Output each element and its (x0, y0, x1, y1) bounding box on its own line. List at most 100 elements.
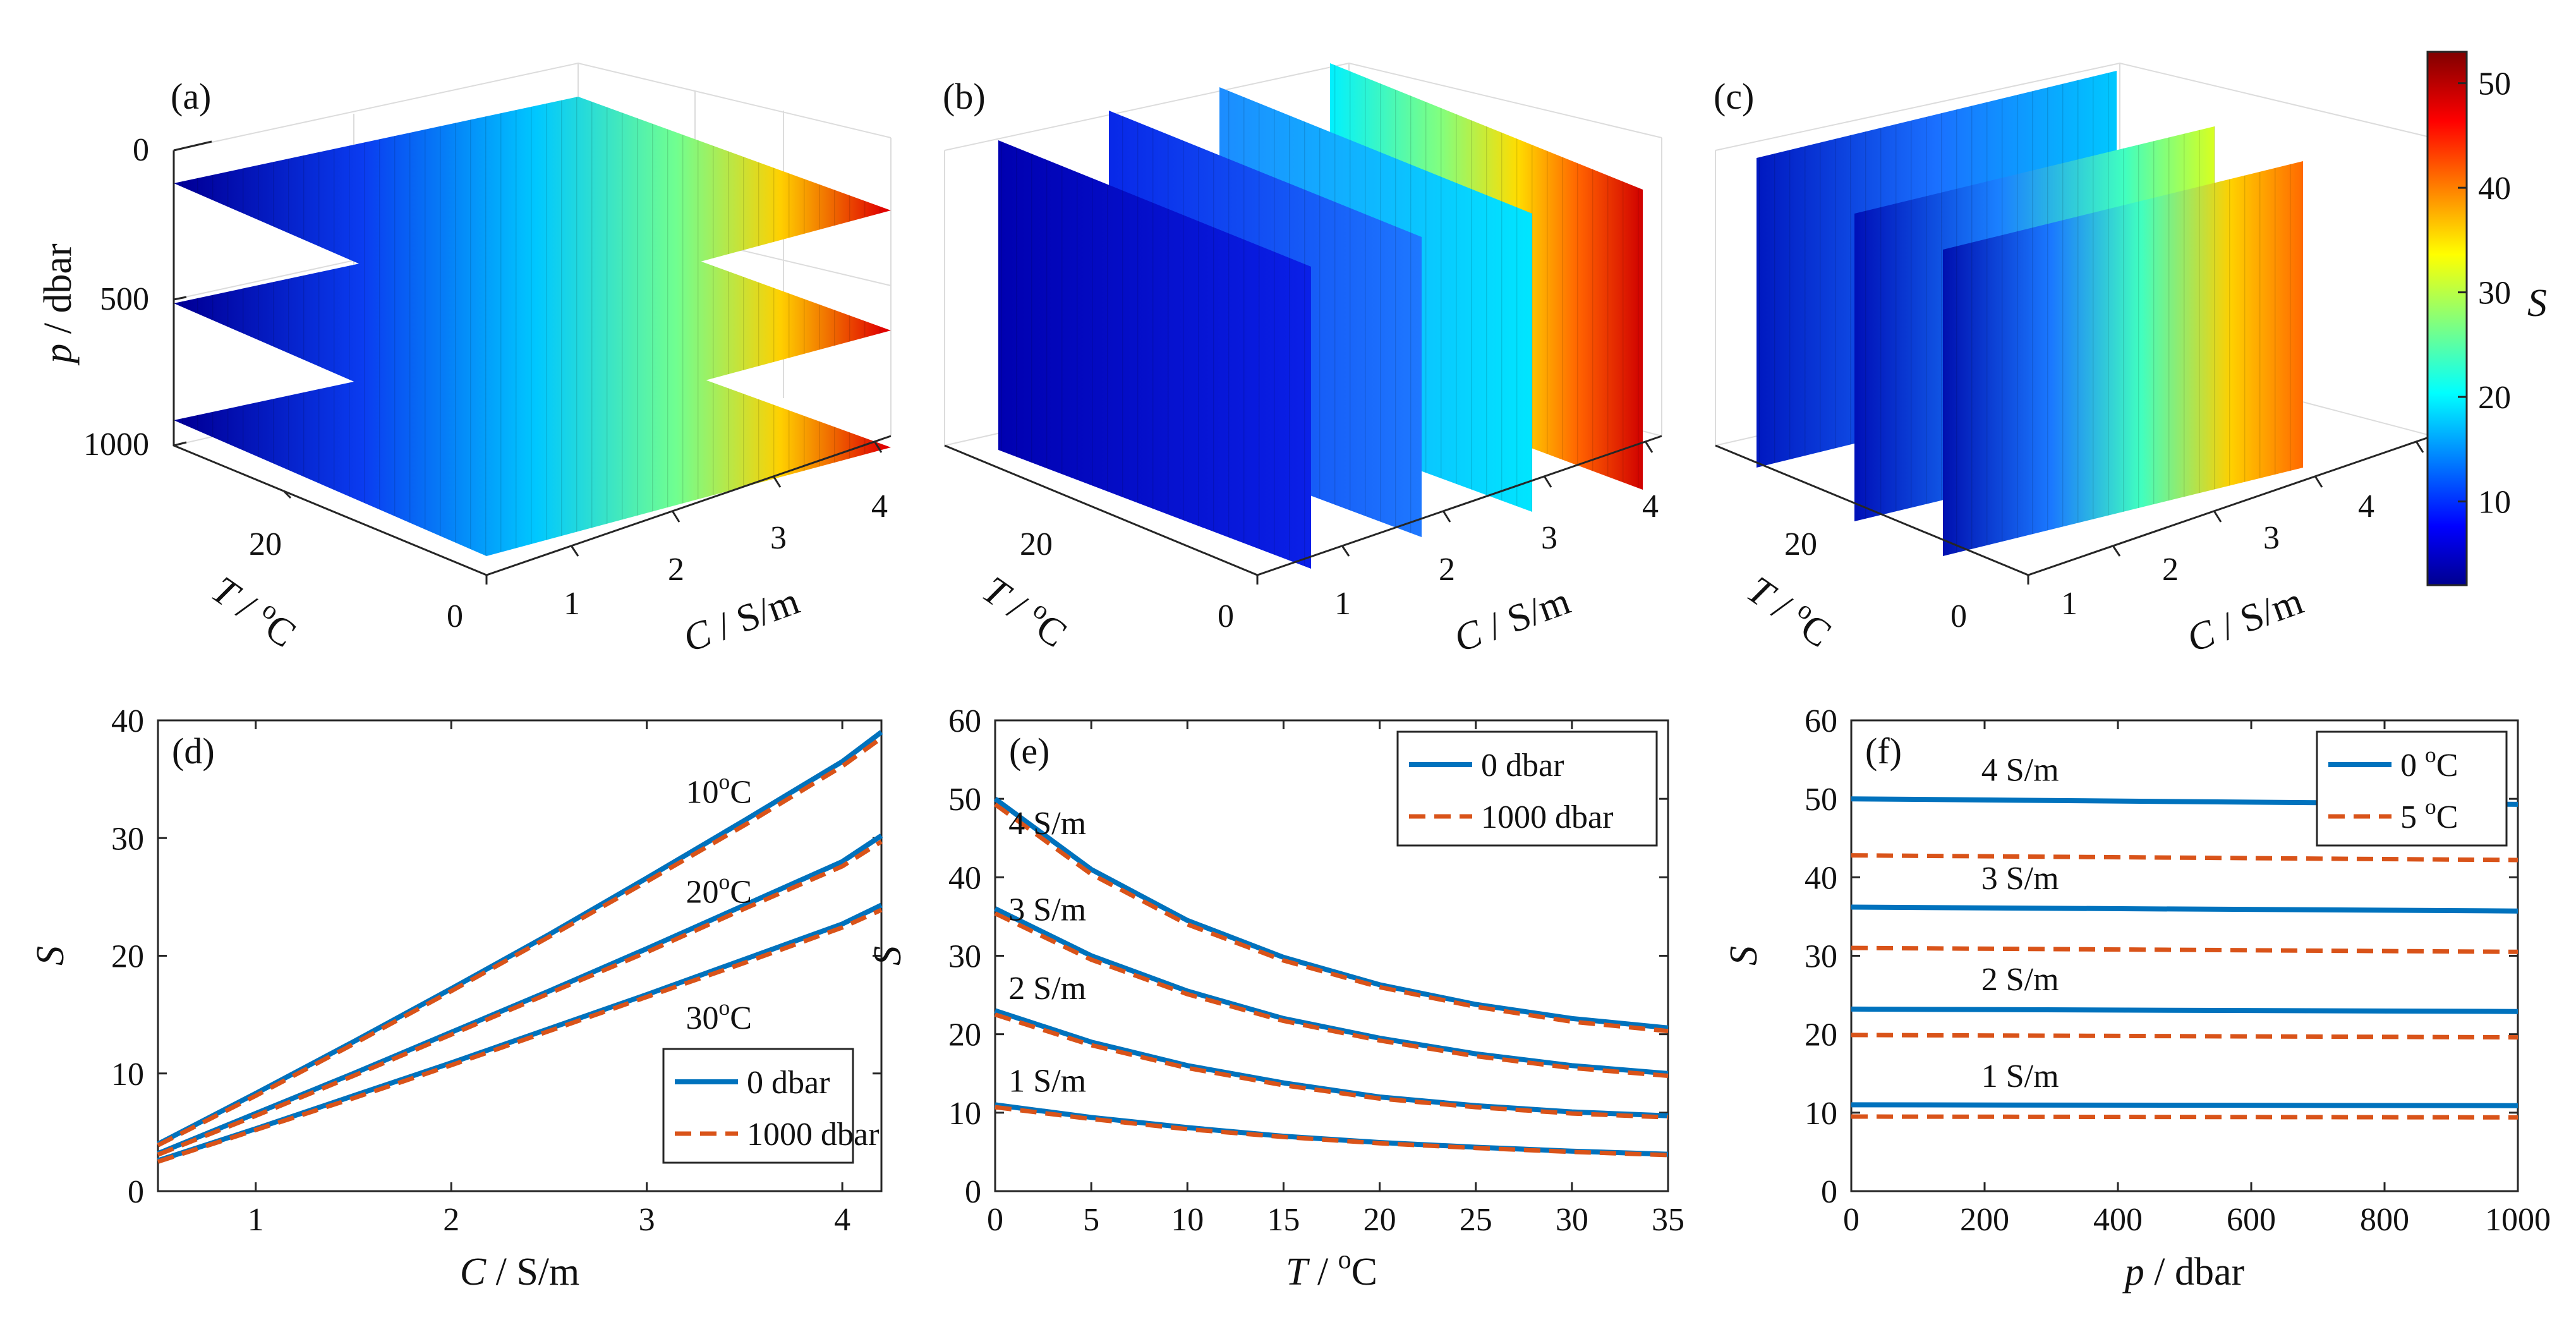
panel-e-ytick-label: 10 (948, 1096, 981, 1132)
panel-f-series-line (1851, 1006, 2519, 1014)
panel-d-xlabel: C / S/m (460, 1251, 580, 1294)
panel-e-ylabel: S (866, 946, 909, 966)
colorbar-gradient (2426, 51, 2468, 586)
colorbar-tick-label: 40 (2478, 171, 2511, 207)
panel-a-slice-p1000 (174, 334, 891, 556)
panel-f-series-line (1851, 945, 2519, 954)
panel-f-curve-label: 1 S/m (1981, 1058, 2059, 1094)
panel-e-ytick-label: 50 (948, 782, 981, 818)
colorbar-tick-label: 10 (2478, 485, 2511, 521)
panel-d-curve-label: 30oC (686, 995, 752, 1036)
panel-a-xtick: 2 (668, 552, 684, 588)
panel-b-slice-C1 (998, 140, 1311, 569)
panel-f-xlabel: p / dbar (2122, 1251, 2245, 1294)
panel-d-ytick-label: 40 (111, 703, 144, 739)
panel-e-xlabel: T / oC (1286, 1245, 1377, 1294)
panel-f-ylabel: S (1722, 946, 1765, 966)
panel-a-label: (a) (171, 76, 211, 117)
panel-c-xlabel: C / S/m (2181, 579, 2308, 661)
panel-f-xtick-label: 200 (1960, 1202, 2009, 1238)
panel-c-ytick: 0 (1950, 598, 1967, 634)
panel-b-axes (944, 435, 1662, 585)
panel-b-xtick: 2 (1439, 552, 1455, 588)
panel-a-ztick: 500 (100, 281, 149, 317)
panel-f-ytick-label: 10 (1805, 1096, 1837, 1132)
panel-d-label: (d) (172, 730, 215, 772)
panel-b-xtick: 1 (1334, 586, 1351, 622)
panel-f-series-line (1851, 853, 2519, 863)
panel-e-xtick-label: 20 (1364, 1202, 1396, 1238)
panel-e-legend: 0 dbar 1000 dbar (1396, 730, 1658, 847)
panel-e-ytick-label: 20 (948, 1017, 981, 1053)
panel-f-xtick-label: 800 (2360, 1202, 2409, 1238)
panel-e-series-line (993, 803, 1669, 1034)
panel-e-series-line (993, 796, 1669, 1031)
panel-a-ztick: 1000 (83, 427, 149, 463)
panel-c-slice-T25 (1943, 161, 2303, 556)
panel-c-ytick: 20 (1784, 526, 1817, 562)
panel-e-curve-label: 1 S/m (1008, 1063, 1086, 1099)
panel-d-curve-label: 10oC (686, 769, 752, 811)
panel-e-series-line (995, 1105, 1669, 1158)
panel-b-ytick: 0 (1218, 598, 1234, 634)
colorbar: S 10 20 30 40 50 (2426, 51, 2547, 586)
panel-e-xtick-label: 15 (1267, 1202, 1300, 1238)
colorbar-label: S (2527, 282, 2547, 325)
panel-e-ytick-label: 40 (948, 860, 981, 896)
panel-d-ylabel: S (29, 946, 72, 966)
panel-f-ytick-label: 40 (1805, 860, 1837, 896)
panel-c-xtick: 2 (2162, 552, 2179, 588)
panel-f-legend: 0 oC 5 oC (2316, 730, 2508, 847)
panel-e-xtick-label: 0 (987, 1202, 1003, 1238)
panel-f-xtick-label: 1000 (2485, 1202, 2551, 1238)
panel-f-ytick-label: 20 (1805, 1017, 1837, 1053)
panel-c-xtick: 1 (2061, 586, 2077, 622)
panel-d-legend-box (662, 1048, 854, 1164)
panel-d-xtick-label: 1 (248, 1202, 264, 1238)
panel-f-series-line (1851, 1033, 2519, 1040)
panel-f-legend-label: 5 oC (2400, 794, 2458, 835)
panel-a-xtick: 1 (564, 586, 580, 622)
panel-a-slice-p0 (174, 97, 891, 319)
panel-d-ytick-label: 10 (111, 1057, 144, 1093)
panel-b-xtick: 3 (1541, 520, 1557, 556)
panel-d-xtick-label: 2 (443, 1202, 459, 1238)
panel-c-axes (1715, 435, 2433, 585)
panel-f-ytick-label: 30 (1805, 939, 1837, 975)
panel-a: (a) 0 500 1000 p / dbar 20 0 1 2 3 4 T /… (37, 62, 892, 661)
panel-a-ytick: 20 (249, 526, 282, 562)
panel-a-ztick: 0 (133, 132, 149, 168)
colorbar-tick-label: 50 (2478, 66, 2511, 102)
panel-d-xtick-label: 4 (834, 1202, 850, 1238)
panel-f-ytick-label: 60 (1805, 703, 1837, 739)
panel-e-ytick-label: 0 (965, 1174, 981, 1210)
panel-c-ylabel: T / oC (1739, 565, 1841, 656)
panel-e-label: (e) (1009, 730, 1049, 772)
panel-c-xtick: 3 (2263, 520, 2280, 556)
panel-f-curve-label: 4 S/m (1981, 753, 2059, 789)
panel-d-ytick-label: 20 (111, 939, 144, 975)
panel-a-ylabel: T / oC (204, 565, 306, 656)
panel-e-xtick-label: 5 (1083, 1202, 1099, 1238)
panel-f-legend-box (2316, 730, 2508, 847)
panel-d-legend: 0 dbar 1000 dbar (662, 1048, 879, 1164)
colorbar-tick-label: 20 (2478, 380, 2511, 416)
panel-e-legend-label: 0 dbar (1481, 748, 1564, 784)
panel-a-xtick: 4 (871, 488, 888, 524)
panel-e-series-line (994, 1012, 1669, 1120)
panel-b-ylabel: T / oC (975, 565, 1077, 656)
panel-d-legend-label: 0 dbar (747, 1065, 830, 1101)
panel-f-label: (f) (1865, 730, 1902, 772)
panel-d-ytick-label: 30 (111, 821, 144, 857)
panel-e-legend-label: 1000 dbar (1481, 799, 1613, 835)
panel-d-xtick-label: 3 (639, 1202, 655, 1238)
panel-a-ytick: 0 (447, 598, 463, 634)
panel-f-curve-label: 2 S/m (1981, 962, 2059, 998)
panel-f-xtick-label: 600 (2227, 1202, 2276, 1238)
panel-e-ytick-label: 60 (948, 703, 981, 739)
panel-a-zlabel: p / dbar (37, 243, 80, 366)
panel-e-curve-label: 2 S/m (1008, 971, 1086, 1007)
panel-b-label: (b) (943, 76, 986, 117)
